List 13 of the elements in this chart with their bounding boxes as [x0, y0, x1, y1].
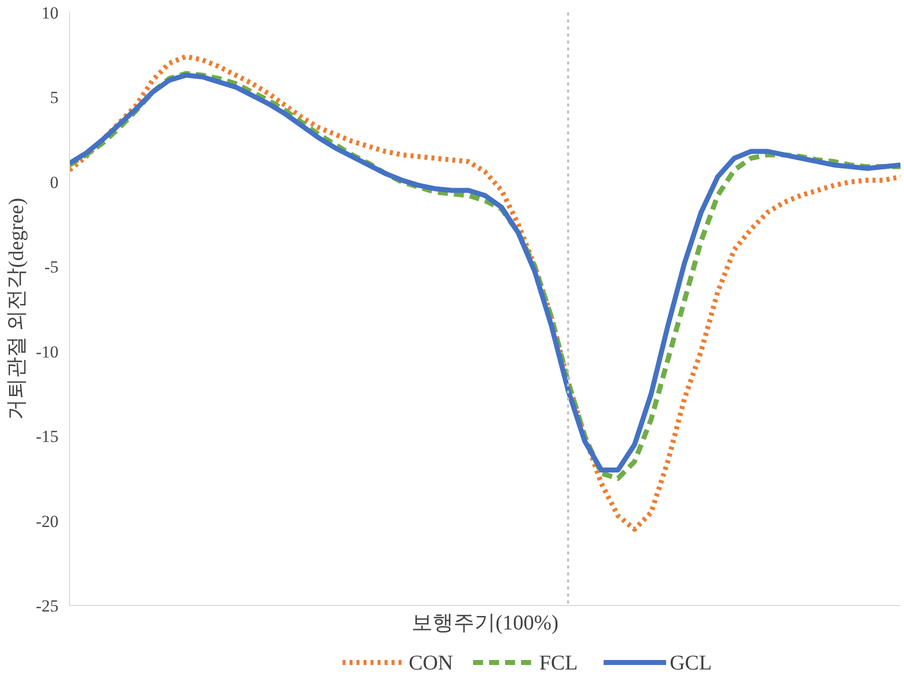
legend-label: CON: [408, 650, 454, 674]
y-tick-label: 5: [50, 88, 58, 108]
y-tick-label: -5: [44, 258, 59, 277]
y-tick-label: -10: [36, 342, 59, 362]
x-axis-title: 보행주기(100%): [412, 610, 558, 634]
y-tick-label: 10: [42, 4, 58, 22]
y-tick-label: 0: [50, 172, 58, 192]
legend-label: FCL: [539, 650, 578, 674]
legend-label: GCL: [670, 650, 712, 674]
y-tick-label: -20: [36, 512, 59, 531]
y-tick-label: -25: [36, 596, 59, 616]
y-tick-label: -15: [36, 427, 59, 446]
y-axis-title: 거퇴관절 외전각(degree): [4, 198, 28, 420]
